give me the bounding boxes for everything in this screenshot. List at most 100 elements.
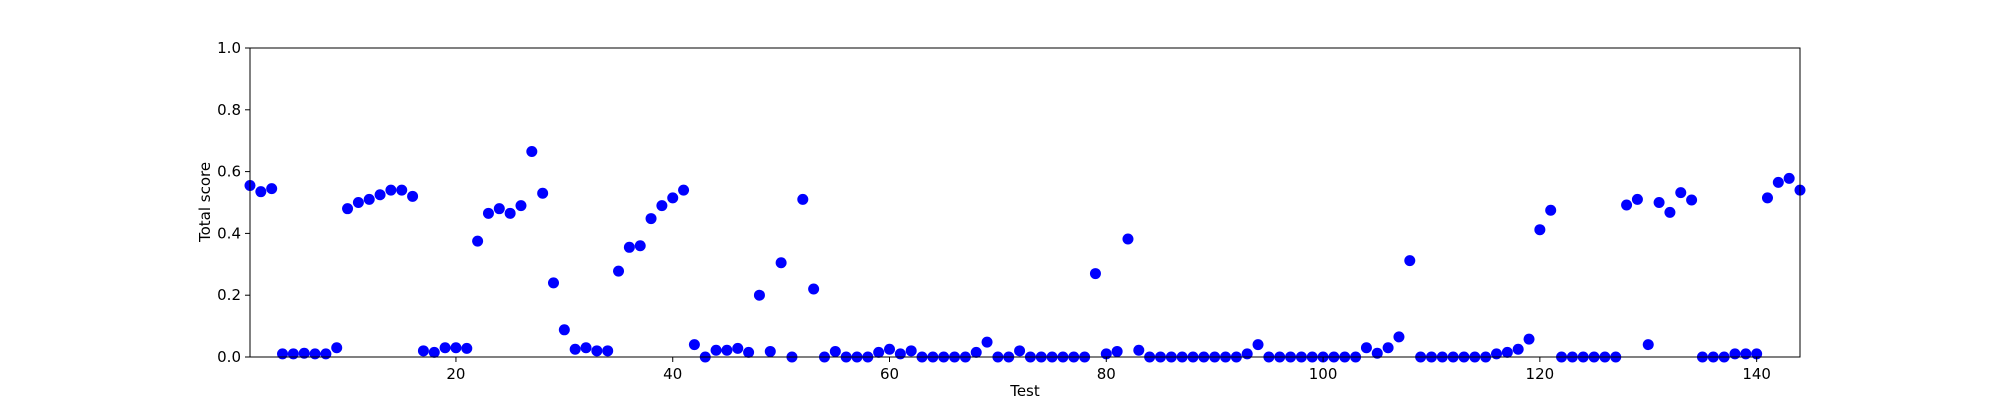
data-point bbox=[710, 344, 722, 356]
data-point bbox=[537, 187, 549, 199]
data-point bbox=[277, 348, 289, 360]
data-point bbox=[884, 343, 896, 355]
data-point bbox=[1111, 345, 1123, 357]
data-point bbox=[1545, 204, 1557, 216]
data-point bbox=[298, 347, 310, 359]
data-point bbox=[342, 203, 354, 215]
data-point bbox=[602, 345, 614, 357]
y-tick-label: 1.0 bbox=[217, 39, 241, 57]
data-point bbox=[1382, 342, 1394, 354]
data-point bbox=[504, 207, 516, 219]
data-point bbox=[320, 348, 332, 360]
data-point bbox=[1740, 348, 1752, 360]
data-point bbox=[266, 183, 278, 195]
data-point bbox=[1404, 255, 1416, 267]
data-point bbox=[407, 190, 419, 202]
data-point bbox=[1621, 199, 1633, 211]
data-point bbox=[1534, 224, 1546, 236]
data-point bbox=[905, 345, 917, 357]
x-tick-label: 120 bbox=[1526, 365, 1555, 383]
data-point bbox=[1501, 346, 1513, 358]
data-point bbox=[667, 192, 679, 204]
data-point bbox=[1491, 348, 1503, 360]
data-point bbox=[732, 342, 744, 354]
data-point bbox=[287, 348, 299, 360]
data-point bbox=[1241, 348, 1253, 360]
data-point bbox=[1761, 192, 1773, 204]
data-point bbox=[580, 342, 592, 354]
data-point bbox=[1252, 339, 1264, 351]
x-axis-label: Test bbox=[1009, 382, 1040, 400]
data-point bbox=[439, 342, 451, 354]
data-point bbox=[613, 265, 625, 277]
data-point bbox=[331, 342, 343, 354]
data-point bbox=[721, 344, 733, 356]
data-point bbox=[981, 336, 993, 348]
data-point bbox=[515, 200, 527, 212]
data-point bbox=[396, 184, 408, 196]
data-point bbox=[1523, 333, 1535, 345]
y-tick-label: 0.8 bbox=[217, 101, 241, 119]
data-point bbox=[1371, 347, 1383, 359]
y-tick-label: 0.0 bbox=[217, 348, 241, 366]
data-point bbox=[385, 184, 397, 196]
data-point bbox=[1653, 197, 1665, 208]
data-point bbox=[417, 345, 429, 357]
data-point bbox=[1631, 193, 1643, 205]
data-point bbox=[873, 346, 885, 358]
y-axis-label: Total score bbox=[196, 162, 214, 243]
x-tick-label: 100 bbox=[1309, 365, 1338, 383]
y-tick-label: 0.2 bbox=[217, 286, 241, 304]
data-point bbox=[764, 345, 776, 357]
x-tick-label: 60 bbox=[880, 365, 899, 383]
data-point bbox=[591, 345, 603, 357]
data-point bbox=[753, 289, 765, 301]
plot-frame bbox=[249, 47, 1801, 358]
data-point bbox=[743, 346, 755, 358]
data-point bbox=[309, 348, 321, 360]
data-point bbox=[558, 324, 570, 336]
data-point bbox=[1133, 344, 1145, 356]
data-point bbox=[645, 213, 657, 225]
data-point bbox=[363, 193, 375, 205]
data-point bbox=[894, 348, 906, 360]
data-point bbox=[482, 207, 494, 219]
data-point bbox=[569, 343, 581, 355]
data-point bbox=[634, 240, 646, 252]
data-point bbox=[472, 235, 484, 247]
data-point bbox=[352, 197, 364, 208]
x-tick-label: 20 bbox=[446, 365, 465, 383]
data-point bbox=[688, 339, 700, 351]
data-point bbox=[526, 146, 538, 158]
data-point bbox=[970, 346, 982, 358]
data-point bbox=[656, 200, 668, 212]
data-point bbox=[829, 345, 841, 357]
data-point bbox=[1089, 268, 1101, 280]
x-axis-ticks: 20 40 60 80 100 120 140 bbox=[446, 357, 1771, 383]
data-point bbox=[428, 346, 440, 358]
data-point bbox=[1783, 172, 1795, 184]
data-point bbox=[1686, 194, 1698, 206]
data-point bbox=[547, 277, 559, 289]
data-point bbox=[1393, 331, 1405, 343]
data-point bbox=[374, 189, 386, 201]
data-point bbox=[678, 184, 690, 196]
y-axis-ticks: 0.0 0.2 0.4 0.6 0.8 1.0 bbox=[217, 39, 250, 366]
data-point bbox=[1512, 343, 1524, 355]
data-point bbox=[1675, 187, 1687, 199]
x-tick-label: 140 bbox=[1742, 365, 1771, 383]
data-point bbox=[1729, 348, 1741, 360]
plot-area bbox=[250, 48, 1800, 357]
data-point bbox=[1014, 345, 1026, 357]
data-point bbox=[623, 241, 635, 253]
data-point bbox=[775, 257, 787, 269]
y-tick-label: 0.6 bbox=[217, 163, 241, 181]
x-tick-label: 80 bbox=[1097, 365, 1116, 383]
data-point bbox=[1664, 206, 1676, 218]
data-point bbox=[1772, 176, 1784, 188]
x-tick-label: 40 bbox=[663, 365, 682, 383]
y-tick-label: 0.4 bbox=[217, 224, 241, 242]
data-point bbox=[493, 203, 505, 215]
data-point bbox=[450, 342, 462, 354]
